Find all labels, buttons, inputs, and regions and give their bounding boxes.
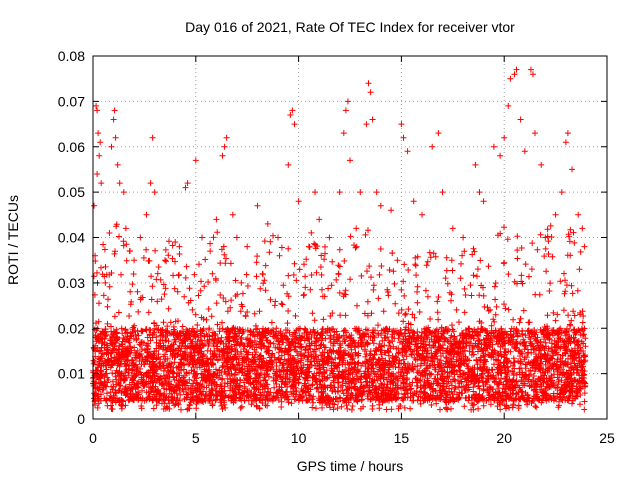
x-tick-label: 20 (496, 430, 512, 446)
y-tick-label: 0.07 (58, 93, 85, 109)
y-tick-label: 0.08 (58, 48, 85, 64)
x-tick-label: 5 (192, 430, 200, 446)
y-tick-label: 0.04 (58, 230, 85, 246)
x-axis-title: GPS time / hours (297, 458, 404, 474)
y-axis-title: ROTI / TECUs (5, 195, 21, 285)
x-tick-label: 10 (291, 430, 307, 446)
x-tick-label: 15 (394, 430, 410, 446)
x-tick-labels: 0 5 10 15 20 25 (89, 430, 615, 446)
y-tick-label: 0 (77, 411, 85, 427)
x-tick-label: 25 (599, 430, 615, 446)
y-tick-labels: 0 0.01 0.02 0.03 0.04 0.05 0.06 0.07 0.08 (58, 48, 85, 427)
data-points (90, 66, 589, 413)
x-tick-label: 0 (89, 430, 97, 446)
y-tick-label: 0.05 (58, 184, 85, 200)
y-tick-label: 0.01 (58, 366, 85, 382)
scatter-markers (90, 66, 589, 413)
y-tick-label: 0.03 (58, 275, 85, 291)
y-tick-label: 0.02 (58, 320, 85, 336)
axis-ticks (92, 55, 608, 420)
y-tick-label: 0.06 (58, 139, 85, 155)
chart-title: Day 016 of 2021, Rate Of TEC Index for r… (185, 19, 515, 35)
